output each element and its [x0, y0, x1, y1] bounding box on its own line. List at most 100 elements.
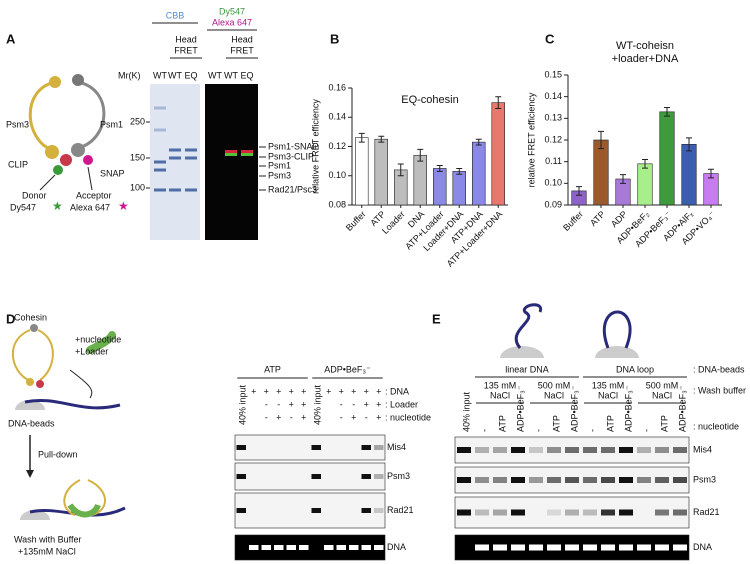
label: 135 mM — [484, 380, 517, 390]
y-tick-label: 0.12 — [328, 141, 346, 151]
label: + — [264, 386, 269, 396]
y-tick-label: 0.08 — [328, 199, 346, 209]
label: : nucleotide — [693, 421, 739, 431]
label: - — [277, 399, 280, 409]
blot-band — [374, 545, 384, 550]
panel-letter: B — [330, 31, 339, 46]
y-tick-label: 0.15 — [544, 69, 562, 79]
label: - — [265, 399, 268, 409]
blot — [454, 496, 690, 529]
gel-band — [154, 160, 166, 164]
cohesin-diagram: ★ ★ — [28, 74, 129, 213]
label: + — [301, 399, 306, 409]
blot-band — [673, 509, 687, 516]
label: Mis4 — [387, 442, 406, 452]
blot-band — [361, 545, 371, 550]
gel-band — [154, 106, 166, 110]
x-tick-label: Buffer — [561, 209, 585, 233]
blot-band — [236, 508, 246, 513]
label: 150 — [130, 152, 145, 162]
blot-band — [311, 445, 321, 450]
blot-band — [336, 545, 346, 550]
label: Head — [231, 34, 253, 44]
chart-subtitle: +loader+DNA — [612, 53, 679, 65]
blot — [234, 492, 386, 529]
blot-band — [601, 447, 615, 453]
label: + — [351, 386, 356, 396]
label: + — [289, 386, 294, 396]
blot-band — [601, 544, 615, 551]
label: - — [365, 412, 368, 422]
blot-band — [547, 509, 561, 516]
blot-band — [529, 477, 543, 483]
gel-band — [185, 188, 197, 192]
label: ADP•BeF₃⁻ — [677, 385, 687, 432]
error-bar — [598, 130, 604, 150]
blot-band — [311, 474, 321, 479]
blot — [234, 534, 386, 561]
blot-band — [619, 447, 633, 453]
label: WT — [153, 70, 167, 80]
label: 500 mM — [538, 380, 571, 390]
blot-band — [565, 509, 579, 516]
label: linear DNA — [505, 364, 549, 374]
label: DNA loop — [616, 364, 654, 374]
blot-band — [374, 508, 384, 513]
blot-band — [637, 544, 651, 551]
panel-letter: C — [545, 31, 555, 46]
blot-band — [299, 545, 309, 550]
label: + — [251, 386, 256, 396]
label: - — [479, 429, 489, 432]
blot-band — [673, 544, 687, 551]
label: 100 — [130, 182, 145, 192]
y-tick-label: 0.14 — [328, 112, 346, 122]
blot-band — [361, 508, 371, 513]
error-bar — [495, 96, 502, 109]
label: SNAP — [100, 168, 125, 178]
gel-band — [154, 188, 166, 192]
gel-band — [154, 128, 166, 132]
blot-band — [529, 447, 543, 453]
label: Acceptor — [76, 190, 112, 200]
pulldown-diagram — [11, 324, 126, 520]
label: 40% input — [313, 384, 323, 425]
label: Pull-down — [38, 449, 78, 459]
bead-icons — [500, 303, 639, 358]
label: - — [641, 429, 651, 432]
label: + — [364, 399, 369, 409]
gel-band — [225, 150, 237, 153]
label: ATP — [497, 415, 507, 432]
y-tick-label: 0.09 — [544, 199, 562, 209]
label: ATP — [605, 415, 615, 432]
gel-band — [169, 148, 181, 152]
blot-band — [619, 477, 633, 483]
label: Psm1 — [268, 160, 291, 170]
label: 500 mM — [646, 380, 679, 390]
label: ADP•BeF₃⁻ — [515, 385, 525, 432]
gel-band — [241, 150, 253, 153]
blot-band — [619, 509, 633, 516]
blot-band — [493, 477, 507, 483]
blot-band — [493, 509, 507, 516]
label: DNA — [387, 542, 406, 552]
blot-band — [324, 545, 334, 550]
error-bar — [436, 165, 443, 172]
label: + — [301, 386, 306, 396]
label: Dy547 — [219, 6, 245, 16]
y-tick-label: 0.11 — [545, 156, 562, 166]
gel-band — [185, 156, 197, 160]
label: 40% input — [461, 391, 471, 432]
label: Psm3 — [693, 474, 716, 484]
blot-band — [673, 447, 687, 453]
bar — [637, 163, 653, 206]
label: + — [376, 386, 381, 396]
label: Psm3 — [268, 170, 291, 180]
bar — [681, 144, 697, 206]
label: + — [276, 386, 281, 396]
label: : nucleotide — [385, 412, 431, 422]
label: DNA-beads — [8, 418, 55, 428]
blot-band — [583, 544, 597, 551]
label: +nucleotide — [75, 334, 121, 344]
blot-band — [274, 545, 284, 550]
